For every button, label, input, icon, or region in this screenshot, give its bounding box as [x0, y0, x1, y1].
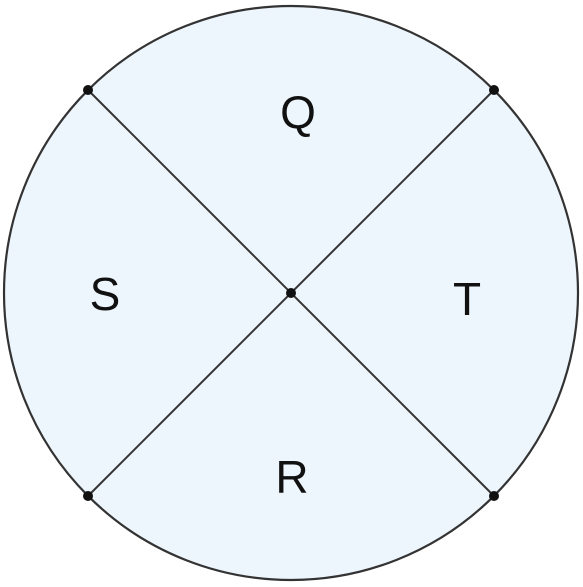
endpoint-top-right: [489, 85, 499, 95]
region-label-bottom: R: [275, 451, 308, 503]
region-label-top: Q: [280, 86, 316, 138]
center-point: [286, 288, 296, 298]
region-label-right: T: [453, 273, 481, 325]
endpoint-bottom-right: [489, 491, 499, 501]
endpoint-bottom-left: [83, 491, 93, 501]
endpoint-top-left: [83, 85, 93, 95]
region-label-left: S: [90, 268, 121, 320]
